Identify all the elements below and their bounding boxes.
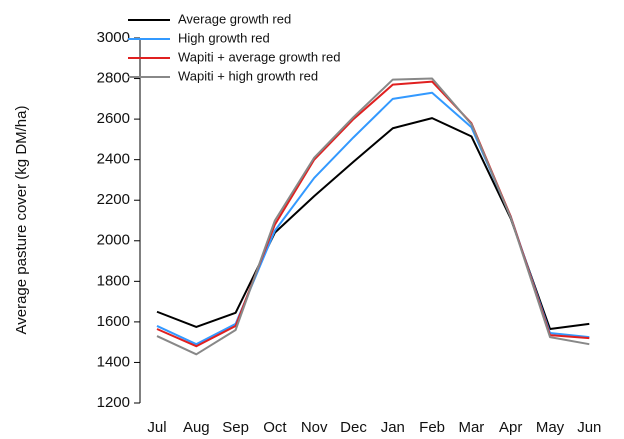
y-axis-label: Average pasture cover (kg DM/ha) bbox=[13, 106, 30, 335]
series-line bbox=[156, 91, 590, 346]
x-tick-label: Sep bbox=[222, 419, 249, 436]
series-line bbox=[156, 117, 590, 330]
y-tick-label: 2600 bbox=[97, 110, 130, 127]
legend-label: Wapiti + high growth red bbox=[178, 68, 318, 83]
x-tick-label: Jun bbox=[577, 419, 601, 436]
legend-label: Wapiti + average growth red bbox=[178, 49, 340, 64]
x-tick-label: Jan bbox=[381, 419, 405, 436]
y-tick-label: 2800 bbox=[97, 70, 130, 87]
y-tick-label: 1800 bbox=[97, 272, 130, 289]
series-line bbox=[156, 80, 590, 348]
x-tick-label: Dec bbox=[340, 419, 367, 436]
y-tick-label: 2400 bbox=[97, 151, 130, 168]
y-tick-label: 1400 bbox=[97, 353, 130, 370]
x-tick-label: Oct bbox=[263, 419, 287, 436]
x-tick-label: Jul bbox=[147, 419, 166, 436]
x-tick-label: Mar bbox=[458, 419, 484, 436]
y-tick-label: 1200 bbox=[97, 394, 130, 411]
x-tick-label: May bbox=[536, 419, 565, 436]
y-tick-label: 3000 bbox=[97, 29, 130, 46]
x-tick-label: Feb bbox=[419, 419, 445, 436]
y-tick-label: 1600 bbox=[97, 313, 130, 330]
y-tick-label: 2000 bbox=[97, 232, 130, 249]
x-tick-label: Nov bbox=[301, 419, 328, 436]
legend-label: High growth red bbox=[178, 30, 270, 45]
x-tick-label: Apr bbox=[499, 419, 522, 436]
x-tick-label: Aug bbox=[183, 419, 210, 436]
y-tick-label: 2200 bbox=[97, 191, 130, 208]
legend-label: Average growth red bbox=[178, 11, 291, 26]
series-line bbox=[156, 77, 590, 356]
